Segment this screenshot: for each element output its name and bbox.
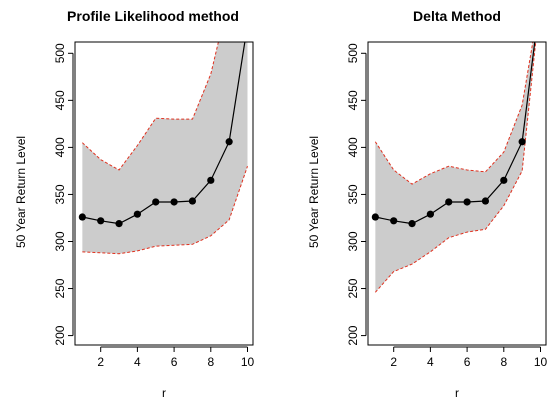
estimate-point (97, 217, 105, 225)
y-tick-label: 500 (346, 43, 360, 63)
plot-frame (367, 41, 547, 346)
x-tick-label: 8 (207, 355, 214, 369)
y-tick-label: 300 (53, 231, 67, 251)
y-tick-label: 400 (346, 137, 360, 157)
plot-frame (74, 41, 254, 346)
plot-clip-group (371, 42, 537, 293)
plot-area: 2 4 6 8 10 200 250 300 350 400 450 500 (346, 41, 548, 369)
x-tick-label: 8 (500, 355, 507, 369)
estimate-line (375, 42, 536, 225)
x-tick-label: 4 (134, 355, 141, 369)
x-tick-label: 2 (97, 355, 104, 369)
x-tick-label: 2 (390, 355, 397, 369)
x-axis-label: r (162, 386, 166, 400)
estimate-point (408, 220, 416, 228)
y-tick-label: 450 (53, 90, 67, 110)
confidence-band (82, 42, 248, 254)
upper-bound-line (374, 42, 534, 185)
y-tick-label: 400 (53, 137, 67, 157)
panel-profile-likelihood: Profile Likelihood method r 50 Year Retu… (14, 8, 255, 400)
estimate-point (225, 138, 233, 146)
lower-bound-line (82, 166, 248, 255)
y-tick-label: 350 (346, 184, 360, 204)
y-tick-label: 350 (53, 184, 67, 204)
y-tick-label: 200 (346, 325, 360, 345)
estimate-point (371, 213, 379, 221)
x-tick-label: 4 (427, 355, 434, 369)
estimate-point (500, 176, 508, 184)
y-axis-label: 50 Year Return Level (307, 136, 321, 248)
lower-bound-line (374, 42, 537, 293)
estimate-point (445, 198, 453, 206)
y-tick-label: 200 (53, 325, 67, 345)
y-tick-label: 300 (346, 231, 360, 251)
confidence-band (375, 42, 536, 293)
y-tick-label: 450 (346, 90, 360, 110)
chart-title: Profile Likelihood method (67, 8, 239, 24)
x-tick-label: 6 (464, 355, 471, 369)
estimate-point (390, 217, 398, 225)
estimate-point (78, 213, 86, 221)
x-tick-label: 10 (534, 355, 548, 369)
y-axis-label: 50 Year Return Level (14, 136, 28, 248)
estimate-point (518, 138, 526, 146)
y-tick-label: 250 (346, 278, 360, 298)
plot-clip-group (78, 42, 248, 255)
y-tick-label: 500 (53, 43, 67, 63)
estimate-point (170, 198, 178, 206)
upper-bound-line (82, 42, 219, 171)
estimate-line (82, 42, 246, 225)
estimate-point (481, 197, 490, 205)
y-tick-label: 250 (53, 278, 67, 298)
x-tick-label: 10 (241, 355, 255, 369)
chart-title: Delta Method (413, 8, 501, 24)
panel-delta-method: Delta Method r 50 Year Return Level 2 4 6 8… (307, 8, 548, 400)
x-tick-label: 6 (171, 355, 178, 369)
plot-area: 2 4 6 8 10 200 250 300 350 400 450 500 (53, 41, 255, 369)
estimate-point (463, 198, 471, 206)
estimate-point (152, 198, 160, 206)
x-axis-label: r (455, 386, 459, 400)
estimate-point (115, 220, 123, 228)
estimate-point (207, 176, 215, 184)
estimate-point (188, 197, 197, 205)
estimate-point (133, 210, 141, 218)
estimate-point (426, 210, 434, 218)
